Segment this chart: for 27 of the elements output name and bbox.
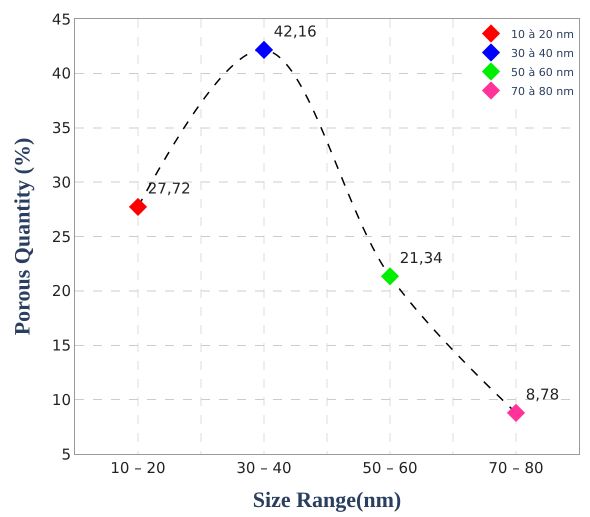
y-axis-title: Porous Quantity (%) bbox=[10, 138, 35, 336]
y-tick-label: 45 bbox=[52, 10, 71, 28]
x-axis-title: Size Range(nm) bbox=[252, 486, 402, 512]
x-tick-label: 50 – 60 bbox=[362, 459, 418, 477]
point bbox=[380, 267, 400, 286]
legend-label: 10 à 20 nm bbox=[511, 28, 574, 41]
point bbox=[128, 198, 148, 216]
y-tick-label: 35 bbox=[52, 119, 71, 137]
y-tick-label: 40 bbox=[52, 64, 71, 83]
legend-label: 50 à 60 nm bbox=[511, 66, 574, 79]
point bbox=[254, 40, 274, 59]
x-tick-label: 70 – 80 bbox=[488, 459, 544, 477]
x-tick-label: 10 – 20 bbox=[110, 459, 166, 477]
data-label: 8,78 bbox=[526, 385, 560, 404]
y-tick-label: 10 bbox=[52, 390, 71, 409]
y-tick-label: 15 bbox=[52, 336, 71, 354]
legend-label: 70 à 80 nm bbox=[511, 84, 574, 98]
y-tick-label: 20 bbox=[52, 282, 71, 300]
data-label: 21,34 bbox=[400, 248, 443, 267]
legend-label: 30 à 40 nm bbox=[511, 46, 574, 60]
data-label: 42,16 bbox=[274, 22, 317, 40]
y-tick-label: 25 bbox=[52, 228, 71, 246]
point bbox=[506, 404, 526, 422]
data-label: 27,72 bbox=[148, 179, 191, 198]
y-tick-label: 30 bbox=[52, 173, 71, 192]
y-tick-label: 5 bbox=[61, 445, 71, 464]
x-tick-label: 30 – 40 bbox=[236, 459, 292, 477]
